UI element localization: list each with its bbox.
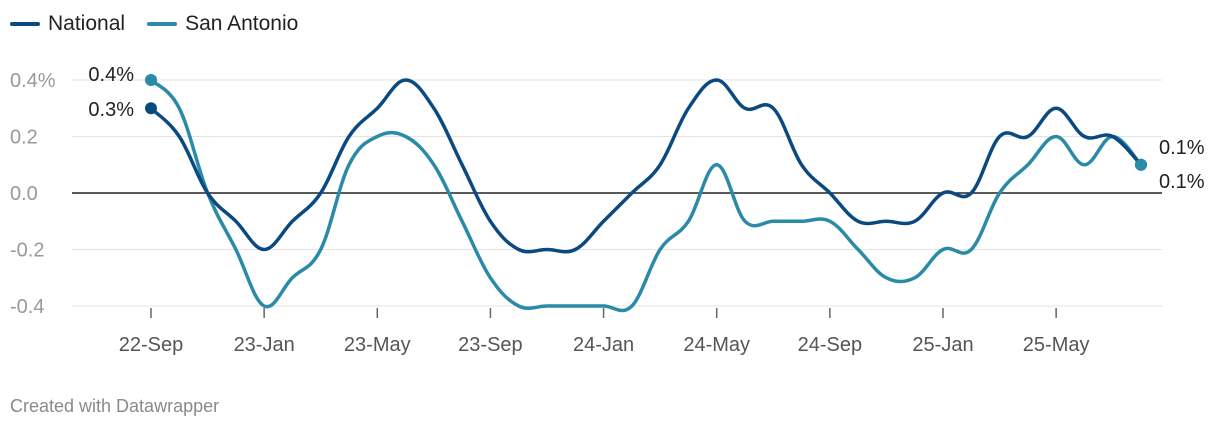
y-tick-label: 0.0 bbox=[10, 183, 38, 205]
end-label-national: 0.1% bbox=[1159, 171, 1205, 193]
series-line-national bbox=[149, 78, 1143, 254]
legend-item-san-antonio[interactable]: San Antonio bbox=[147, 12, 298, 36]
footer-credit: Created with Datawrapper bbox=[10, 396, 220, 416]
x-tick-label: 24-May bbox=[683, 334, 750, 356]
y-tick-label: 0.4% bbox=[10, 70, 56, 92]
x-tick-label: 24-Sep bbox=[798, 334, 863, 356]
start-point-national bbox=[145, 102, 157, 115]
x-tick-label: 23-Sep bbox=[458, 334, 523, 356]
y-tick-label: 0.2 bbox=[10, 127, 38, 149]
end-label-san-antonio: 0.1% bbox=[1159, 137, 1205, 159]
x-tick-label: 22-Sep bbox=[119, 334, 184, 356]
end-point-san-antonio bbox=[1135, 158, 1147, 171]
x-tick-label: 25-Jan bbox=[912, 334, 973, 356]
y-tick-label: -0.2 bbox=[10, 240, 44, 262]
x-tick-label: 24-Jan bbox=[573, 334, 634, 356]
start-point-san-antonio bbox=[145, 74, 157, 86]
legend-item-national[interactable]: National bbox=[10, 12, 125, 36]
x-tick-label: 25-May bbox=[1023, 334, 1090, 356]
legend-label-san-antonio: San Antonio bbox=[185, 12, 299, 35]
legend-swatch-national bbox=[10, 22, 40, 26]
x-tick-label: 23-May bbox=[344, 334, 411, 356]
legend-swatch-san-antonio bbox=[147, 22, 178, 26]
y-tick-label: -0.4 bbox=[10, 296, 44, 318]
legend: National San Antonio bbox=[10, 12, 298, 36]
start-label-san-antonio: 0.4% bbox=[88, 64, 134, 86]
start-label-national: 0.3% bbox=[88, 99, 134, 121]
legend-label-national: National bbox=[48, 12, 126, 35]
x-tick-label: 23-Jan bbox=[234, 334, 295, 356]
series-line-san-antonio bbox=[149, 78, 1143, 313]
